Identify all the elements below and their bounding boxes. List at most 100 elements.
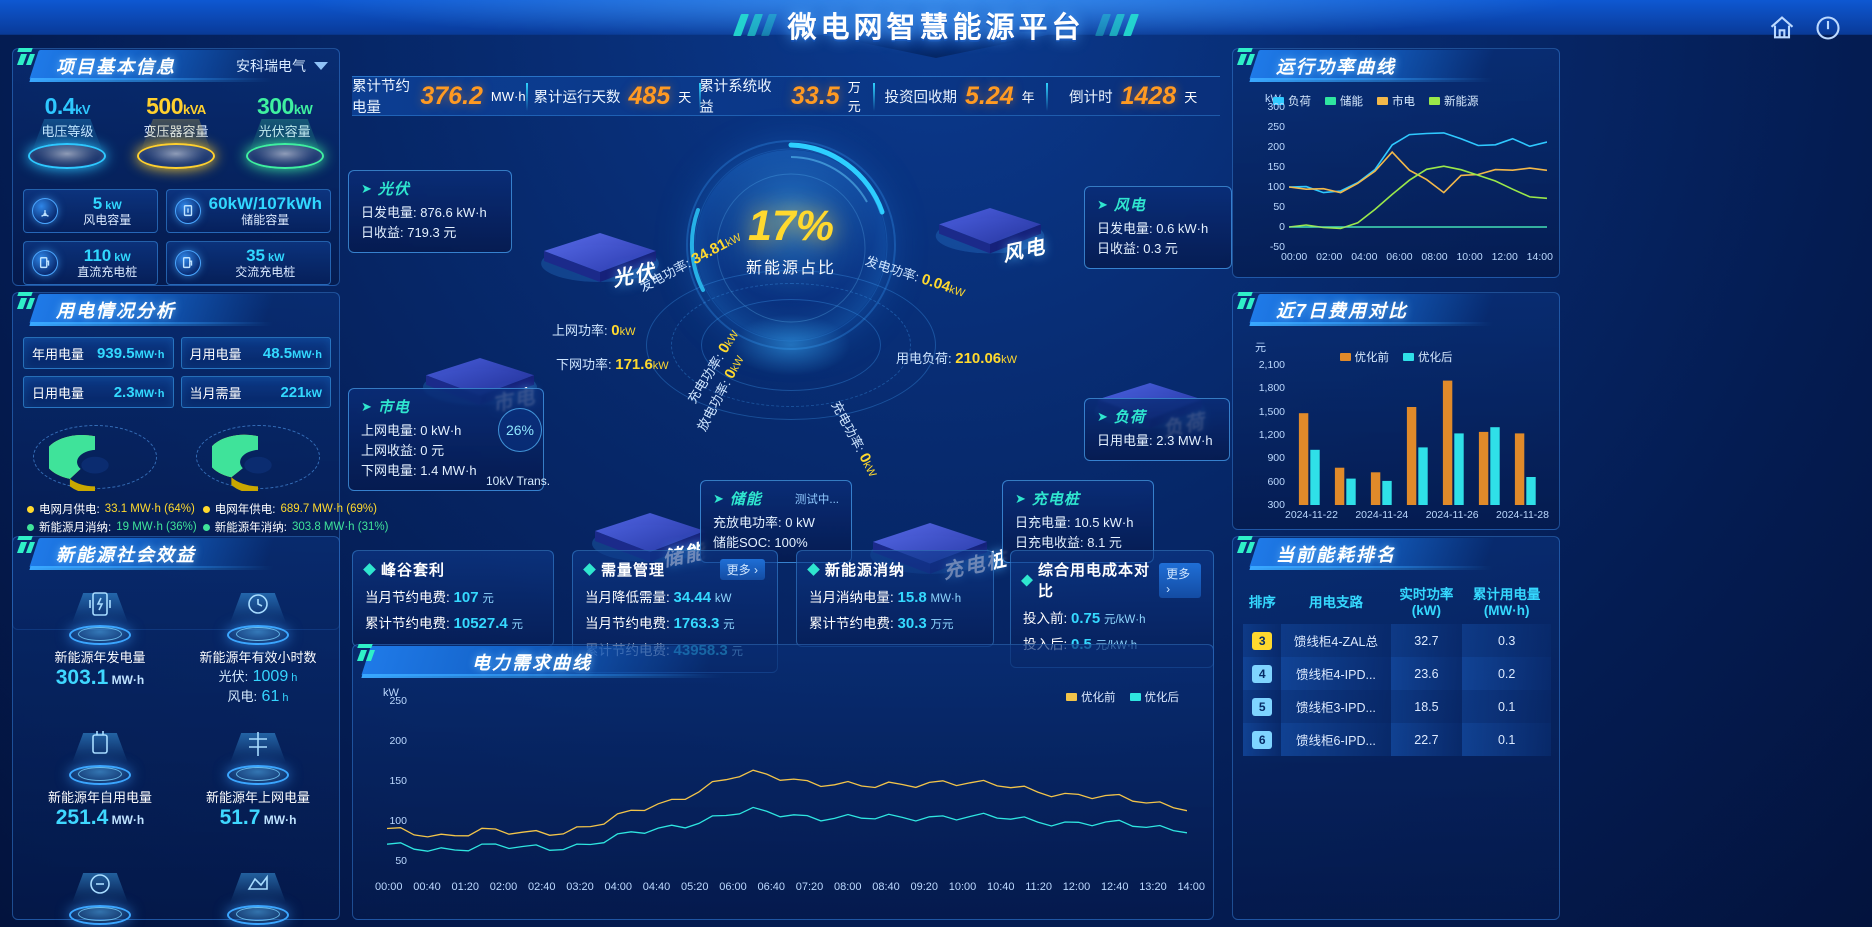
legend-value: 33.1 MW·h (64%): [104, 503, 195, 515]
flow-node-风电[interactable]: [931, 200, 1049, 258]
y-tick: 1,200: [1258, 429, 1285, 441]
header-title-wrap: 微电网智慧能源平台: [0, 0, 1872, 50]
kpi-item-0: 累计节约电量 376.2 MW·h: [352, 77, 526, 116]
bar-优化后-5: [1490, 427, 1500, 505]
kpi-label: 倒计时: [1069, 89, 1113, 106]
info-card-header: ➤ 充电桩: [1015, 488, 1141, 509]
legend-item-优化后[interactable]: 优化后: [1129, 689, 1179, 705]
kpi-value: 376.2: [420, 81, 483, 110]
y-tick: 200: [389, 735, 407, 747]
mini-text: 60kW/107kWh 储能容量: [208, 194, 322, 227]
metric-unit: kW: [714, 593, 732, 605]
x-tick: 06:00: [1386, 251, 1413, 263]
flow-key: 用电负荷:: [896, 351, 952, 366]
legend-label: 新能源年消纳:: [214, 522, 287, 534]
x-tick: 04:40: [642, 881, 671, 893]
title-slashes-left: [733, 14, 778, 36]
legend-item-优化后[interactable]: 优化后: [1403, 349, 1453, 365]
coal-icon: [245, 869, 271, 899]
mini-label: 储能容量: [241, 212, 290, 227]
power-cell: 18.5: [1390, 690, 1463, 724]
legend-swatch: [1129, 693, 1141, 701]
more-button[interactable]: 更多 ›: [719, 559, 765, 580]
capsule-unit: kV: [75, 102, 91, 117]
energy-flow-diagram: 17% 新能源占比: [346, 120, 1226, 550]
x-tick: 00:00: [1281, 251, 1308, 263]
cost-chart-plot: [1298, 380, 1536, 505]
legend-swatch: [1377, 97, 1388, 105]
metric-card-line: 累计节约电费: 30.3 万元: [809, 615, 954, 633]
table-row[interactable]: 4 馈线柜4-IPD... 23.6 0.2: [1243, 657, 1551, 691]
panel-title: 项目基本信息: [56, 57, 176, 77]
corner-mark-icon: [16, 536, 40, 556]
y-tick: 150: [389, 775, 407, 787]
power-icon[interactable]: [1814, 14, 1842, 42]
legend-item-储能[interactable]: 储能: [1325, 93, 1363, 109]
social-caption: 新能源年上网电量: [205, 790, 310, 805]
table-row[interactable]: 5 馈线柜3-IPD... 18.5 0.1: [1243, 690, 1551, 724]
legend-item-优化前[interactable]: 优化前: [1339, 349, 1389, 365]
panel-header: 项目基本信息 安科瑞电气: [12, 48, 340, 82]
table-row[interactable]: 3 馈线柜4-ZAL总 32.7 0.3: [1243, 624, 1551, 658]
mini-label: 交流充电桩: [235, 264, 296, 279]
capsule-value: 500kVA: [146, 93, 206, 119]
kpi-unit: MW·h: [490, 88, 526, 104]
usage-stat-grid: 年用电量 939.5MW·h 月用电量 48.5MW·h 日用电量 2.3MW·h 当月需量…: [23, 337, 331, 408]
social-caption: 新能源年自用电量: [47, 790, 152, 805]
x-tick: 10:00: [1456, 251, 1483, 263]
legend-swatch: [1339, 353, 1351, 361]
legend-swatch: [1325, 97, 1336, 105]
diamond-icon: [1020, 573, 1034, 587]
legend-item-市电[interactable]: 市电: [1377, 93, 1415, 109]
more-button[interactable]: 更多 ›: [1159, 562, 1201, 598]
legend-dot: [27, 523, 34, 531]
kpi-label: 累计系统收益: [699, 79, 772, 116]
rank-cell: 6: [1243, 723, 1282, 757]
kpi-item-1: 累计运行天数 485 天: [525, 77, 700, 115]
rank-cell: 5: [1243, 690, 1282, 724]
legend-label: 电网月供电:: [39, 504, 100, 516]
co2-icon: [87, 869, 113, 899]
social-item-5: 节约标准煤91.7 t: [187, 865, 329, 927]
info-card-title: 市电: [377, 399, 410, 416]
bar-优化前-1: [1334, 467, 1345, 505]
metric-card-title: 新能源消纳: [825, 562, 906, 579]
project-selector-value[interactable]: 安科瑞电气: [236, 58, 306, 74]
x-tick: 2024-11-26: [1425, 509, 1479, 521]
usage-stat-label: 年用电量: [32, 346, 85, 362]
page-title: 微电网智慧能源平台: [787, 12, 1085, 44]
legend-item-优化前[interactable]: 优化前: [1066, 689, 1116, 705]
charger-icon: [174, 250, 201, 276]
legend-item-新能源[interactable]: 新能源: [1429, 93, 1479, 109]
kpi-label: 累计运行天数: [533, 89, 621, 106]
capacity-capsule-2: 300kW 光伏容量: [235, 93, 335, 169]
power-series-新能源: [1289, 166, 1547, 228]
flow-node-光伏[interactable]: [536, 225, 664, 287]
social-item-1: 新能源年有效小时数 光伏: 1009 h 风电: 61 h: [187, 585, 329, 705]
chevron-down-icon[interactable]: [314, 62, 328, 70]
y-tick: 100: [389, 815, 407, 827]
y-tick: 1,500: [1258, 405, 1285, 418]
usage-legend-item: 新能源月消纳: 19 MW·h (36%): [27, 519, 197, 535]
y-tick: 250: [389, 695, 407, 707]
kpi-item-2: 累计系统收益 33.5 万元: [699, 77, 873, 116]
flow-label-4: 用电负荷: 210.06kW: [896, 348, 1017, 367]
info-card-title: 充电桩: [1031, 491, 1080, 508]
table-col-1: 用电支路: [1308, 594, 1363, 610]
x-tick: 09:20: [910, 881, 939, 893]
usage-stat-2: 日用电量 2.3MW·h: [23, 376, 174, 408]
power-chart-plot: [1289, 107, 1547, 247]
home-icon[interactable]: [1768, 14, 1796, 42]
social-caption: 新能源年发电量: [54, 650, 146, 665]
y-tick: 50: [1273, 201, 1285, 213]
y-tick: 600: [1267, 475, 1285, 488]
legend-item-负荷[interactable]: 负荷: [1273, 93, 1311, 109]
x-tick: 06:40: [757, 881, 786, 893]
table-row[interactable]: 6 馈线柜6-IPD... 22.7 0.1: [1243, 723, 1551, 757]
x-tick: 01:20: [451, 881, 480, 893]
panel-header: 新能源社会效益: [12, 536, 340, 570]
mini-value: 60kW/107kWh: [208, 194, 322, 214]
panel-energy-rank: 当前能耗排名 排序 用电支路 实时功率 (kW) 累计用电量 (MW·h) 3 馈线柜4-Z…: [1232, 536, 1560, 920]
y-tick: 300: [1267, 499, 1285, 511]
